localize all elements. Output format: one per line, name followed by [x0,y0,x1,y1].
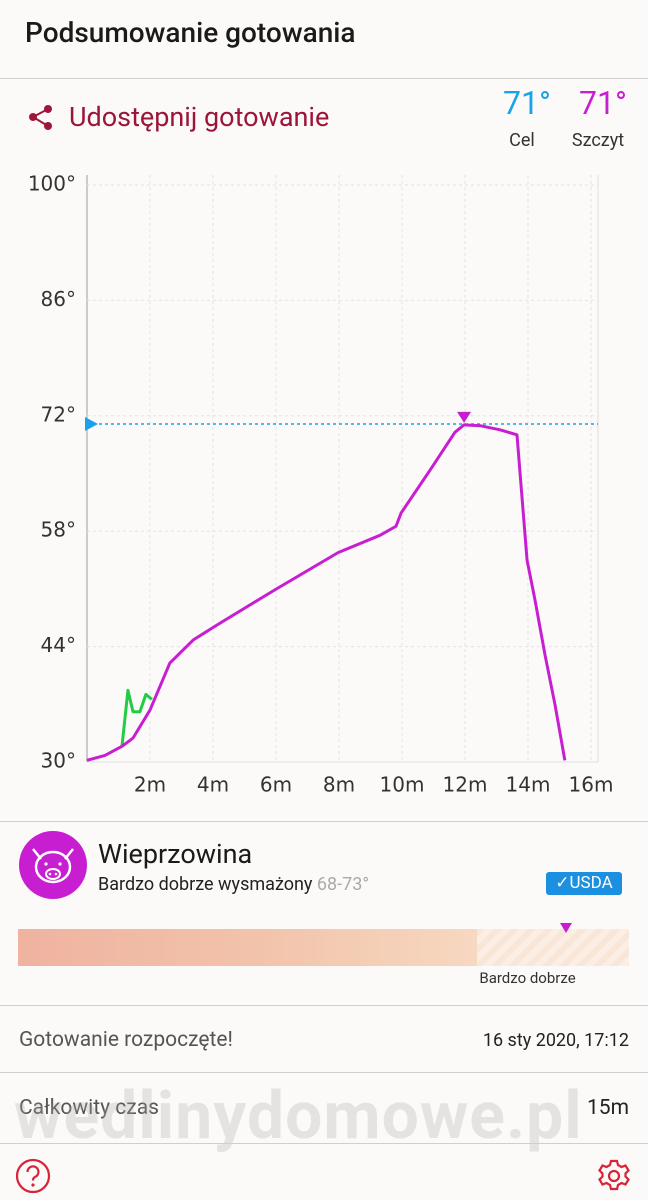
divider [0,78,648,79]
x-tick-label: 8m [323,773,355,797]
y-tick-label: 72° [41,402,76,426]
series-line [120,688,153,747]
doneness: Bardzo dobrze wysmażony 68-73° [98,874,369,895]
y-tick-label: 30° [41,749,76,773]
usda-badge: ✓USDA [546,872,622,895]
help-button[interactable] [15,1158,51,1194]
badge-text: USDA [569,873,613,893]
doneness-text: Bardzo dobrze wysmażony [98,874,313,895]
detail-value: 16 sty 2020, 17:12 [482,1030,629,1051]
target-label: Cel [509,130,535,151]
series-line [86,423,567,762]
peak-marker [457,411,472,423]
x-tick-label: 16m [569,773,614,797]
meat-name: Wieprzowina [98,838,253,870]
x-tick-label: 4m [197,773,229,797]
y-tick-label: 44° [41,633,76,657]
y-tick-label: 86° [41,287,76,311]
meat-icon [19,831,87,899]
peak-label: Szczyt [571,130,625,151]
doneness-range: 68-73° [316,874,370,895]
detail-label: Całkowity czas [19,1096,159,1120]
x-tick-label: 10m [380,773,425,797]
share-icon[interactable] [28,104,56,132]
x-tick-label: 6m [260,773,292,797]
scale-label: Bardzo dobrze [479,969,576,987]
y-tick-label: 58° [41,518,76,542]
target-temp: 71° [503,84,551,122]
detail-value: 15m [586,1096,629,1120]
x-tick-label: 2m [134,773,166,797]
detail-label: Gotowanie rozpoczęte! [19,1028,233,1052]
y-tick-label: 100° [28,172,76,196]
divider [0,1143,648,1144]
watermark: wedlinydomowe.pl [14,1078,583,1155]
current-marker [560,923,572,933]
peak-temp: 71° [579,84,627,122]
chart: 30° 44° 58° 72° 86° 100° 2m 4m 6m 8m 10m 12m 14m 16m [28,172,614,797]
divider [0,1005,648,1006]
x-tick-label: 12m [443,773,488,797]
doneness-target-zone [477,929,629,966]
target-marker [85,417,98,432]
settings-button[interactable] [596,1158,632,1194]
check-icon: ✓ [555,873,570,893]
divider [0,1072,648,1073]
page-title: Podsumowanie gotowania [25,16,356,49]
divider [0,821,648,822]
x-tick-label: 14m [506,773,551,797]
doneness-bar [18,929,477,966]
share-button[interactable]: Udostępnij gotowanie [69,101,330,133]
